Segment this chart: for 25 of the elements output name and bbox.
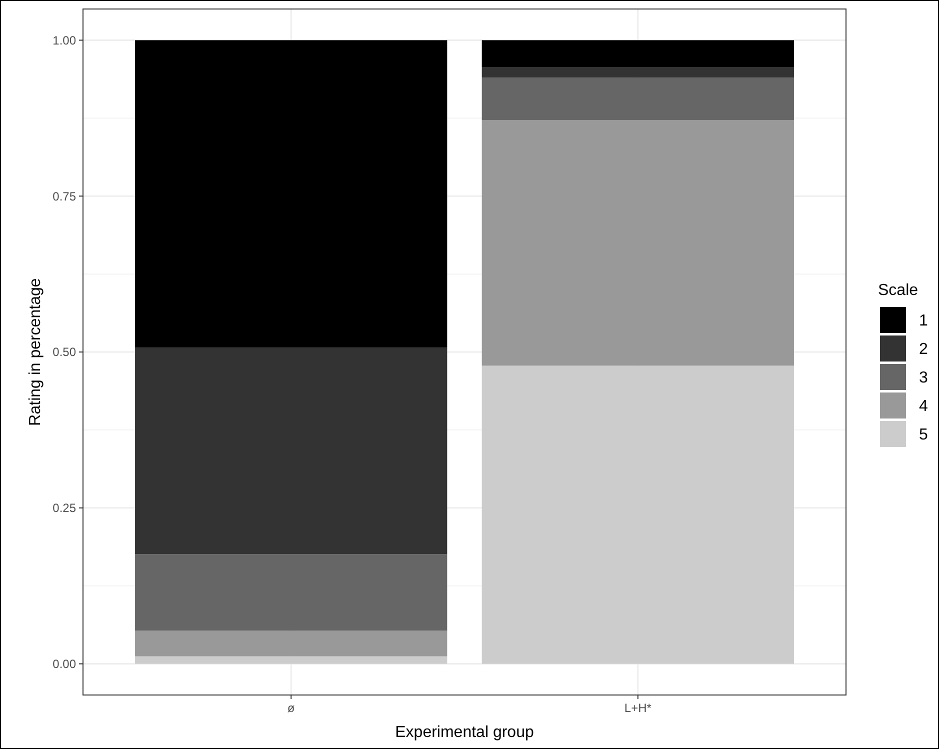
y-axis-title: Rating in percentage <box>27 278 44 426</box>
legend-title: Scale <box>878 282 918 299</box>
legend-label: 4 <box>919 398 928 416</box>
x-tick-label: ø <box>287 701 296 715</box>
y-tick-label: 1.00 <box>52 33 76 48</box>
bar <box>482 120 794 366</box>
bar <box>135 630 448 656</box>
x-axis-title: Experimental group <box>395 724 534 741</box>
y-tick-label: 0.75 <box>52 189 76 204</box>
legend-label: 1 <box>919 312 928 330</box>
bar <box>135 656 448 664</box>
bar <box>135 348 448 554</box>
bar <box>482 40 794 67</box>
legend-label: 3 <box>919 370 928 387</box>
bar <box>482 78 794 120</box>
bar <box>482 366 794 664</box>
bar <box>135 40 448 348</box>
x-tick-label: L+H* <box>624 701 652 715</box>
y-tick-label: 0.50 <box>52 345 76 360</box>
bar <box>482 67 794 78</box>
y-tick-label: 0.00 <box>52 657 76 672</box>
bar <box>135 554 448 631</box>
legend-label: 2 <box>919 341 928 358</box>
y-tick-label: 0.25 <box>52 501 76 516</box>
legend-label: 5 <box>919 426 928 444</box>
